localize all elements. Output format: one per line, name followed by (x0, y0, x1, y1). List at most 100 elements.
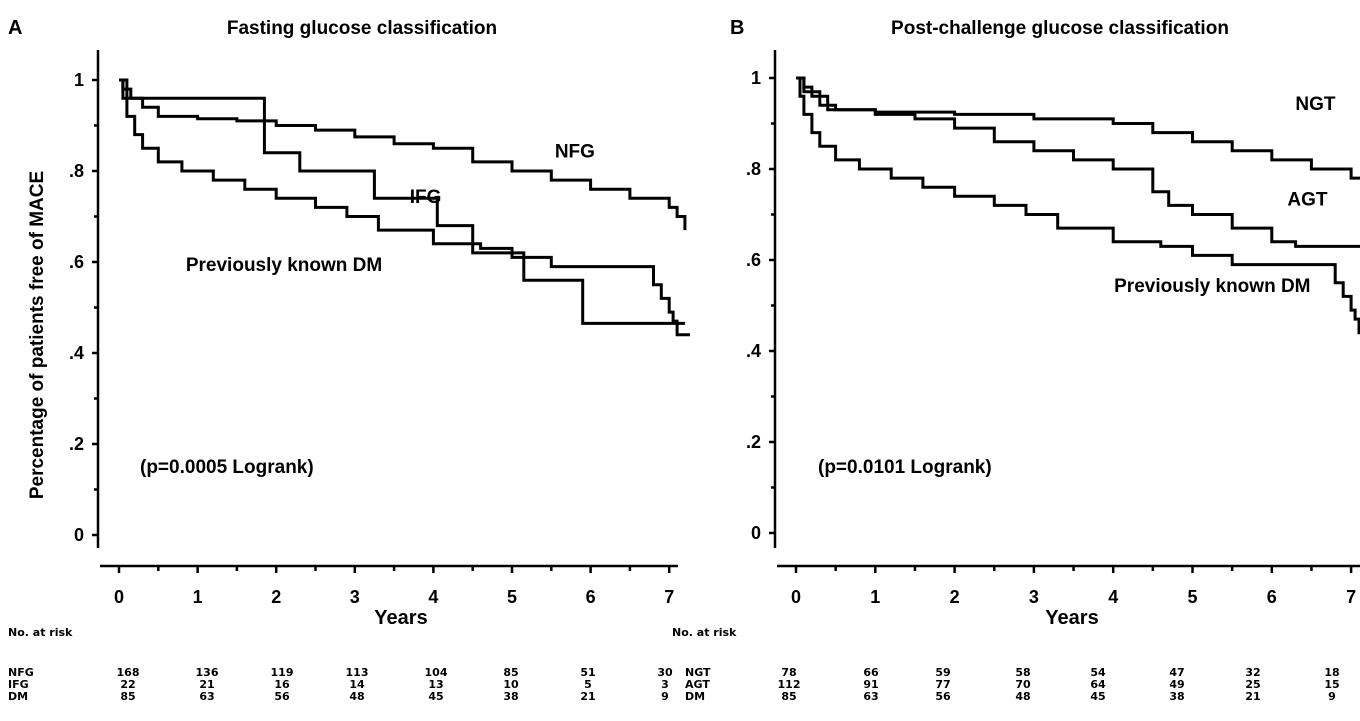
panel-b-y-tick-label: .4 (746, 341, 761, 361)
panel-b-risk-row-label: DM (685, 690, 705, 703)
panel-a-pvalue: (p=0.0005 Logrank) (140, 457, 314, 478)
panel-a-risk-cell: 22 (120, 678, 135, 691)
panel-a-y-tick-label: .2 (69, 434, 84, 454)
panel-letter-a: A (8, 17, 22, 39)
panel-b-curve-label-agt: AGT (1287, 189, 1328, 210)
panel-a-risk-cell: 113 (346, 666, 369, 679)
panel-b-risk-cell: 21 (1245, 690, 1260, 703)
panel-b-risk-cell: 49 (1169, 678, 1184, 691)
panel-a-risk-cell: 119 (271, 666, 294, 679)
panel-b-x-tick-label: 4 (1108, 587, 1118, 607)
panel-b-risk-cell: 54 (1090, 666, 1106, 679)
panel-b-risk-cell: 25 (1245, 678, 1260, 691)
panel-a-risk-cell: 21 (199, 678, 214, 691)
panel-b-risk-row-label: AGT (685, 678, 710, 691)
panel-b-x-tick-label: 5 (1187, 587, 1197, 607)
panel-a-risk-row-label: IFG (8, 678, 29, 691)
panel-b: B Post-challenge glucose classification … (672, 17, 1229, 639)
panel-b-risk-cell: 91 (863, 678, 878, 691)
panel-letter-b: B (730, 17, 744, 39)
panel-b-risk-cell: 70 (1015, 678, 1031, 691)
panel-a-risk-cell: 56 (274, 690, 290, 703)
panel-b-y-tick-label: .2 (746, 432, 761, 452)
panel-b-risk-cell: 15 (1324, 678, 1339, 691)
panel-a-curve-previously-known-dm (119, 78, 690, 337)
panel-a-risk-cell: 38 (503, 690, 518, 703)
panel-a-risk-cell: 48 (349, 690, 364, 703)
panel-b-y-tick-label: 0 (751, 523, 761, 543)
panel-b-curve-label-ngt: NGT (1295, 94, 1336, 115)
panel-b-curve-label-previously-known-dm: Previously known DM (1114, 276, 1310, 297)
panel-b-risk-cell: 63 (863, 690, 878, 703)
panel-b-risk-cell: 45 (1090, 690, 1105, 703)
panel-b-risk-cell: 32 (1245, 666, 1260, 679)
panel-b-curve-previously-known-dm (796, 76, 1360, 335)
panel-a-risk-cell: 136 (196, 666, 219, 679)
panel-b-curve-agt (796, 76, 1360, 248)
panel-a-risk-row-label: NFG (8, 666, 34, 679)
panel-a-x-tick-label: 3 (350, 587, 360, 607)
panel-b-risk-cell: 77 (935, 678, 950, 691)
panel-a: A Fasting glucose classification Years (… (8, 17, 497, 639)
panel-b-x-tick-label: 1 (870, 587, 880, 607)
panel-a-x-tick-label: 4 (428, 587, 438, 607)
panel-b-x-axis-label: Years (1045, 607, 1098, 629)
panel-b-pvalue: (p=0.0101 Logrank) (818, 457, 992, 478)
panel-a-title: Fasting glucose classification (227, 18, 497, 39)
panel-b-title: Post-challenge glucose classification (891, 18, 1229, 39)
panel-b-x-tick-label: 2 (950, 587, 960, 607)
panel-a-curve-ifg (119, 78, 685, 325)
panel-a-x-tick-label: 1 (193, 587, 203, 607)
panel-b-x-tick-label: 6 (1267, 587, 1277, 607)
panel-b-risk-cell: 58 (1015, 666, 1030, 679)
panel-a-y-tick-label: 0 (74, 525, 84, 545)
panel-a-risk-cell: 63 (199, 690, 214, 703)
panel-a-risk-cell: 104 (425, 666, 448, 679)
panel-a-risk-cell: 51 (580, 666, 595, 679)
panel-b-risk-cell: 59 (935, 666, 950, 679)
panel-b-risk-cell: 56 (935, 690, 951, 703)
panel-a-risk-cell: 45 (428, 690, 443, 703)
panel-b-risk-cell: 112 (778, 678, 801, 691)
panel-a-curve-label-ifg: IFG (410, 187, 442, 208)
panel-a-curve-label-nfg: NFG (555, 141, 595, 162)
panel-b-risk-cell: 18 (1324, 666, 1339, 679)
panel-a-x-tick-label: 6 (586, 587, 596, 607)
panel-b-x-tick-label: 7 (1346, 587, 1356, 607)
panel-a-risk-cell: 85 (503, 666, 518, 679)
panel-b-risk-row-label: NGT (685, 666, 711, 679)
panel-a-risk-cell: 3 (661, 678, 669, 691)
panel-b-risk-cell: 85 (781, 690, 796, 703)
panel-a-x-tick-label: 7 (664, 587, 674, 607)
panel-b-risk-cell: 78 (781, 666, 796, 679)
panel-b-risk-header: No. at risk (672, 626, 737, 639)
panel-a-curve-label-previously-known-dm: Previously known DM (186, 255, 382, 276)
panel-a-risk-cell: 10 (503, 678, 519, 691)
panel-a-risk-row-label: DM (8, 690, 28, 703)
panel-b-risk-cell: 48 (1015, 690, 1030, 703)
panel-a-x-axis-label: Years (374, 607, 427, 629)
panel-b-risk-cell: 64 (1090, 678, 1106, 691)
panel-a-risk-cell: 13 (428, 678, 443, 691)
panel-b-y-tick-label: 1 (751, 68, 761, 88)
panel-a-x-tick-label: 2 (271, 587, 281, 607)
panel-a-y-tick-label: .6 (69, 252, 84, 272)
panel-a-risk-cell: 9 (661, 690, 669, 703)
panel-a-risk-cell: 85 (120, 690, 135, 703)
panel-b-x-tick-label: 0 (791, 587, 801, 607)
panel-a-curve-nfg (119, 78, 687, 231)
y-axis-label: Percentage of patients free of MACE (27, 171, 48, 499)
panel-b-risk-cell: 47 (1169, 666, 1184, 679)
panel-a-risk-header: No. at risk (8, 626, 73, 639)
panel-a-x-tick-label: 0 (114, 587, 124, 607)
panel-b-risk-cell: 9 (1328, 690, 1336, 703)
panel-a-y-tick-label: 1 (74, 70, 84, 90)
panel-b-y-tick-label: .8 (746, 159, 761, 179)
panel-b-y-tick-label: .6 (746, 250, 761, 270)
panel-a-risk-cell: 21 (580, 690, 595, 703)
panel-a-risk-cell: 30 (657, 666, 673, 679)
